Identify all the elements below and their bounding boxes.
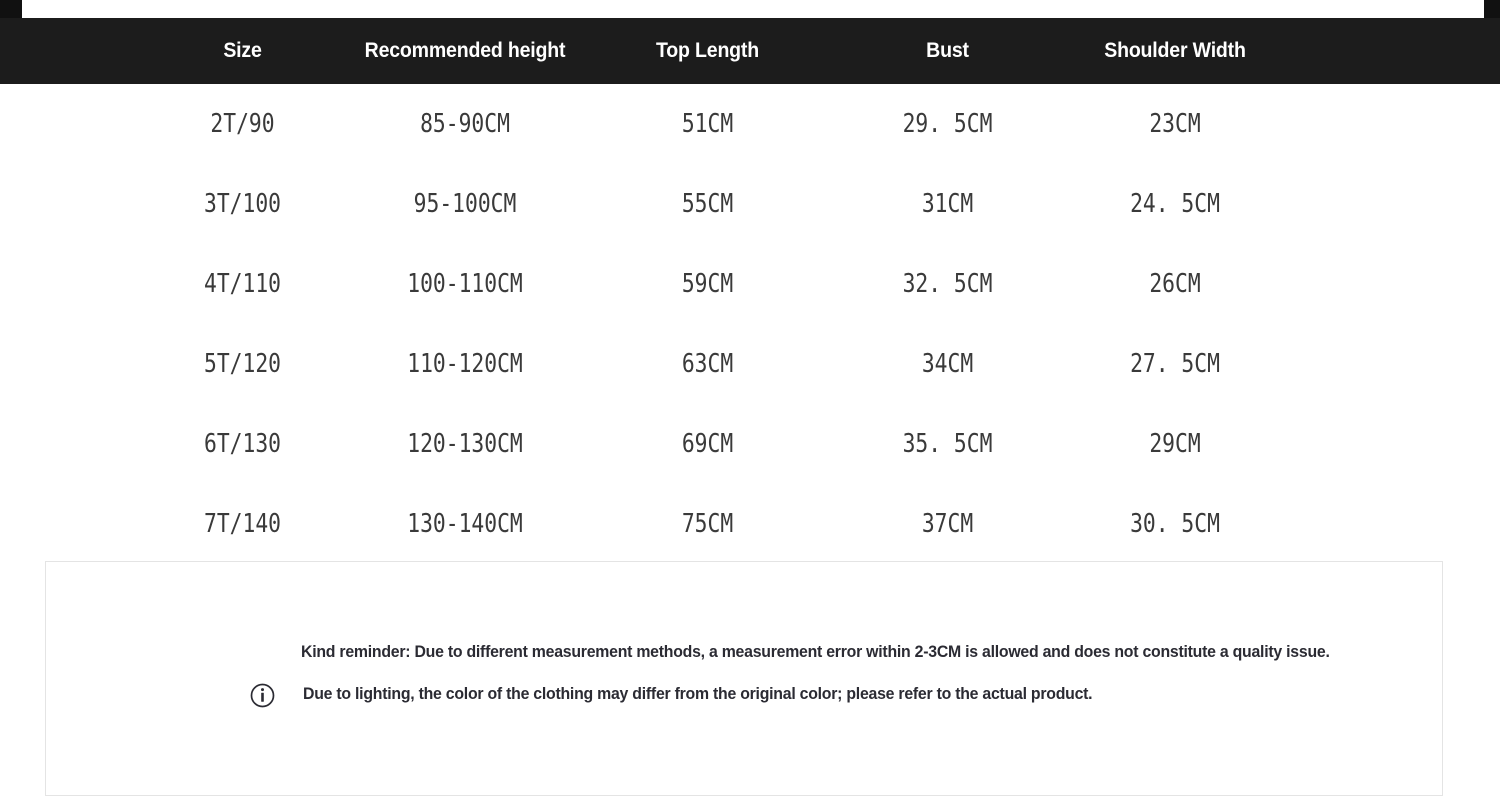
notice-text-measurement: Kind reminder: Due to different measurem… bbox=[301, 643, 1330, 661]
cell-top-length: 69CM bbox=[681, 429, 734, 459]
header-corner-bleed-right bbox=[1484, 0, 1500, 19]
table-body: 2T/90 85-90CM 51CM 29. 5CM 23CM 3T/100 9… bbox=[0, 84, 1500, 564]
cell-recommended-height: 85-90CM bbox=[420, 109, 510, 139]
cell-size: 4T/110 bbox=[203, 269, 282, 299]
cell-bust: 34CM bbox=[921, 349, 974, 379]
column-header-recommended-height: Recommended height bbox=[364, 39, 566, 62]
cell-top-length: 51CM bbox=[681, 109, 734, 139]
notice-text-color: Due to lighting, the color of the clothi… bbox=[303, 685, 1093, 703]
table-row: 7T/140 130-140CM 75CM 37CM 30. 5CM bbox=[0, 484, 1500, 564]
cell-size: 7T/140 bbox=[203, 509, 282, 539]
cell-recommended-height: 95-100CM bbox=[413, 189, 517, 219]
cell-shoulder-width: 24. 5CM bbox=[1130, 189, 1220, 219]
cell-size: 5T/120 bbox=[203, 349, 282, 379]
cell-shoulder-width: 23CM bbox=[1149, 109, 1201, 139]
table-row: 5T/120 110-120CM 63CM 34CM 27. 5CM bbox=[0, 324, 1500, 404]
table-header-band bbox=[0, 18, 1500, 84]
cell-top-length: 55CM bbox=[681, 189, 734, 219]
table-header-row: Size Recommended height Top Length Bust … bbox=[0, 18, 1500, 84]
table-row: 2T/90 85-90CM 51CM 29. 5CM 23CM bbox=[0, 84, 1500, 164]
header-corner-bleed-left bbox=[0, 0, 22, 19]
notice-content: Kind reminder: Due to different measurem… bbox=[45, 561, 1443, 796]
cell-top-length: 63CM bbox=[681, 349, 734, 379]
info-circle-icon bbox=[250, 683, 275, 708]
cell-shoulder-width: 30. 5CM bbox=[1130, 509, 1220, 539]
cell-shoulder-width: 29CM bbox=[1149, 429, 1201, 459]
cell-bust: 31CM bbox=[921, 189, 974, 219]
cell-bust: 37CM bbox=[921, 509, 974, 539]
cell-recommended-height: 120-130CM bbox=[407, 429, 523, 459]
table-row: 3T/100 95-100CM 55CM 31CM 24. 5CM bbox=[0, 164, 1500, 244]
cell-size: 3T/100 bbox=[203, 189, 282, 219]
column-header-size: Size bbox=[223, 39, 262, 62]
cell-bust: 35. 5CM bbox=[902, 429, 993, 459]
cell-recommended-height: 100-110CM bbox=[407, 269, 523, 299]
cell-recommended-height: 110-120CM bbox=[407, 349, 523, 379]
table-row: 4T/110 100-110CM 59CM 32. 5CM 26CM bbox=[0, 244, 1500, 324]
cell-shoulder-width: 26CM bbox=[1149, 269, 1201, 299]
cell-top-length: 75CM bbox=[681, 509, 734, 539]
column-header-shoulder-width: Shoulder Width bbox=[1104, 39, 1246, 62]
notice-box bbox=[45, 561, 1443, 796]
column-header-bust: Bust bbox=[926, 39, 969, 62]
cell-top-length: 59CM bbox=[681, 269, 734, 299]
table-row: 6T/130 120-130CM 69CM 35. 5CM 29CM bbox=[0, 404, 1500, 484]
column-header-top-length: Top Length bbox=[656, 39, 759, 62]
cell-bust: 32. 5CM bbox=[902, 269, 993, 299]
cell-size: 6T/130 bbox=[203, 429, 282, 459]
cell-size: 2T/90 bbox=[210, 109, 275, 139]
cell-bust: 29. 5CM bbox=[902, 109, 993, 139]
cell-recommended-height: 130-140CM bbox=[407, 509, 523, 539]
cell-shoulder-width: 27. 5CM bbox=[1130, 349, 1220, 379]
